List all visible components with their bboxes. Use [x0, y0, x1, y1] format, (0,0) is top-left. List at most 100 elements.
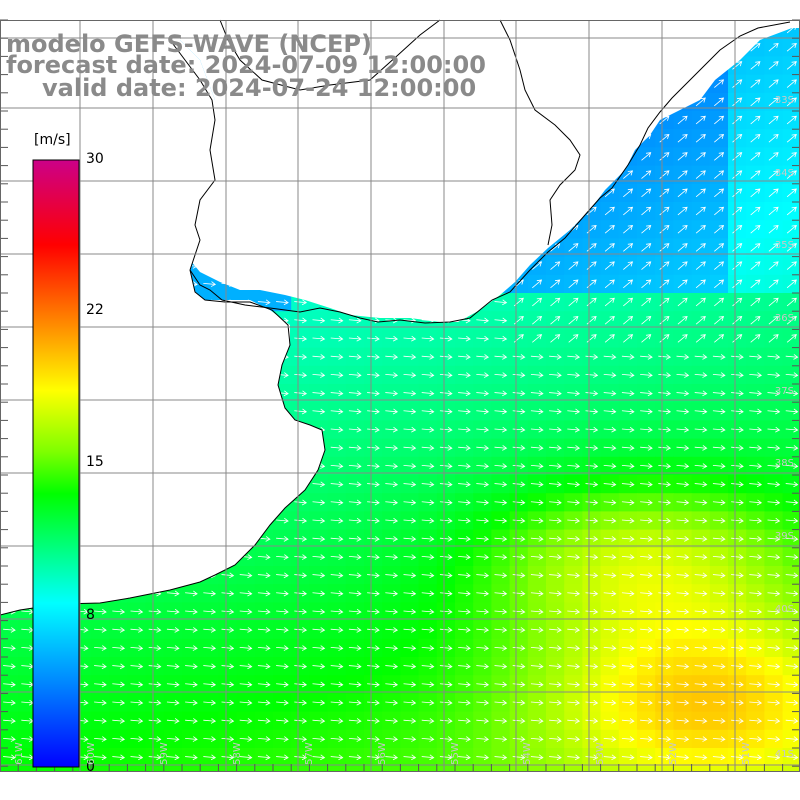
wind-arrow	[494, 463, 508, 469]
wind-arrow	[439, 627, 453, 633]
wind-arrow	[768, 61, 779, 70]
wind-arrow	[367, 718, 380, 724]
wind-arrow	[367, 499, 380, 506]
wind-arrow	[257, 736, 271, 742]
wind-arrow	[767, 554, 781, 560]
wind-arrow	[221, 572, 235, 579]
wind-arrow	[476, 554, 490, 560]
wind-arrow	[621, 372, 635, 378]
wind-arrow	[750, 315, 761, 325]
wind-arrow	[659, 133, 670, 143]
wind-arrow	[658, 481, 672, 488]
wind-arrow	[312, 517, 326, 524]
wind-arrow	[640, 681, 653, 688]
wind-arrow	[549, 590, 562, 597]
wind-arrow	[621, 608, 635, 615]
wind-cell	[546, 256, 565, 276]
wind-arrow	[640, 390, 653, 397]
wind-arrow	[458, 627, 471, 633]
wind-arrow	[348, 517, 362, 524]
wind-arrow	[185, 681, 198, 688]
wind-arrow	[695, 170, 706, 179]
wind-cell	[673, 329, 693, 349]
wind-cell	[600, 256, 620, 276]
wind-arrow	[439, 699, 453, 706]
wind-arrow	[312, 627, 326, 633]
wind-arrow	[348, 627, 362, 633]
wind-arrow	[494, 590, 508, 597]
wind-cell	[54, 766, 74, 772]
wind-arrow	[403, 754, 417, 761]
wind-arrow	[640, 754, 653, 761]
wind-arrow	[476, 499, 490, 506]
wind-arrow	[276, 517, 289, 524]
wind-arrow	[385, 481, 399, 488]
wind-arrow	[367, 481, 380, 488]
wind-arrow	[786, 170, 797, 179]
wind-arrow	[603, 645, 617, 651]
wind-arrow	[786, 61, 797, 70]
wind-arrow	[732, 133, 743, 143]
wind-arrow	[549, 408, 562, 415]
wind-arrow	[403, 481, 417, 488]
wind-arrow	[421, 681, 435, 688]
wind-arrow	[694, 554, 708, 560]
wind-arrow	[712, 554, 726, 560]
wind-arrow	[312, 645, 326, 651]
wind-arrow	[640, 445, 653, 451]
wind-arrow	[294, 699, 308, 706]
wind-arrow	[749, 426, 763, 433]
wind-arrow	[585, 536, 599, 542]
wind-arrow	[640, 481, 653, 488]
wind-arrow	[694, 463, 708, 469]
wind-arrow	[476, 390, 490, 397]
wind-cell	[746, 56, 765, 76]
wind-arrow	[512, 390, 526, 397]
wind-arrow	[330, 517, 344, 524]
wind-arrow	[403, 517, 417, 524]
wind-arrow	[239, 699, 253, 706]
wind-arrow	[330, 390, 344, 397]
wind-cell	[746, 293, 765, 312]
wind-arrow	[367, 645, 380, 651]
coastline	[0, 19, 791, 616]
wind-arrow	[641, 206, 652, 216]
wind-arrow	[476, 517, 490, 524]
wind-arrow	[750, 224, 761, 234]
wind-arrow	[494, 699, 508, 706]
wind-arrow	[494, 517, 508, 524]
wind-arrow	[567, 645, 581, 651]
wind-cell	[764, 274, 784, 294]
wind-cell	[764, 766, 784, 772]
wind-arrow	[330, 372, 344, 378]
wind-cell	[637, 329, 656, 349]
wind-arrow	[676, 517, 690, 524]
wind-arrow	[749, 481, 763, 488]
wind-arrow	[221, 754, 235, 761]
wind-arrow	[294, 590, 308, 597]
wind-cell	[564, 329, 583, 349]
wind-arrow	[714, 261, 725, 270]
wind-arrow	[385, 663, 399, 670]
wind-cell	[36, 766, 56, 772]
wind-arrow	[659, 243, 670, 252]
wind-arrow	[621, 572, 635, 579]
wind-arrow	[530, 681, 544, 688]
wind-arrow	[677, 152, 688, 161]
wind-arrow	[221, 608, 235, 615]
wind-arrow	[439, 354, 453, 360]
wind-cell	[728, 74, 747, 94]
wind-arrow	[658, 736, 672, 742]
wind-arrow	[439, 445, 453, 451]
wind-cell	[728, 220, 747, 239]
wind-cell	[546, 274, 565, 294]
lon-label: 55W	[449, 742, 461, 765]
wind-arrow	[749, 554, 763, 560]
wind-cell	[564, 256, 583, 276]
wind-arrow	[768, 115, 779, 125]
wind-arrow	[130, 754, 144, 761]
wind-arrow	[567, 681, 581, 688]
wind-arrow	[330, 463, 344, 469]
wind-arrow	[512, 627, 526, 633]
wind-arrow	[677, 297, 688, 307]
